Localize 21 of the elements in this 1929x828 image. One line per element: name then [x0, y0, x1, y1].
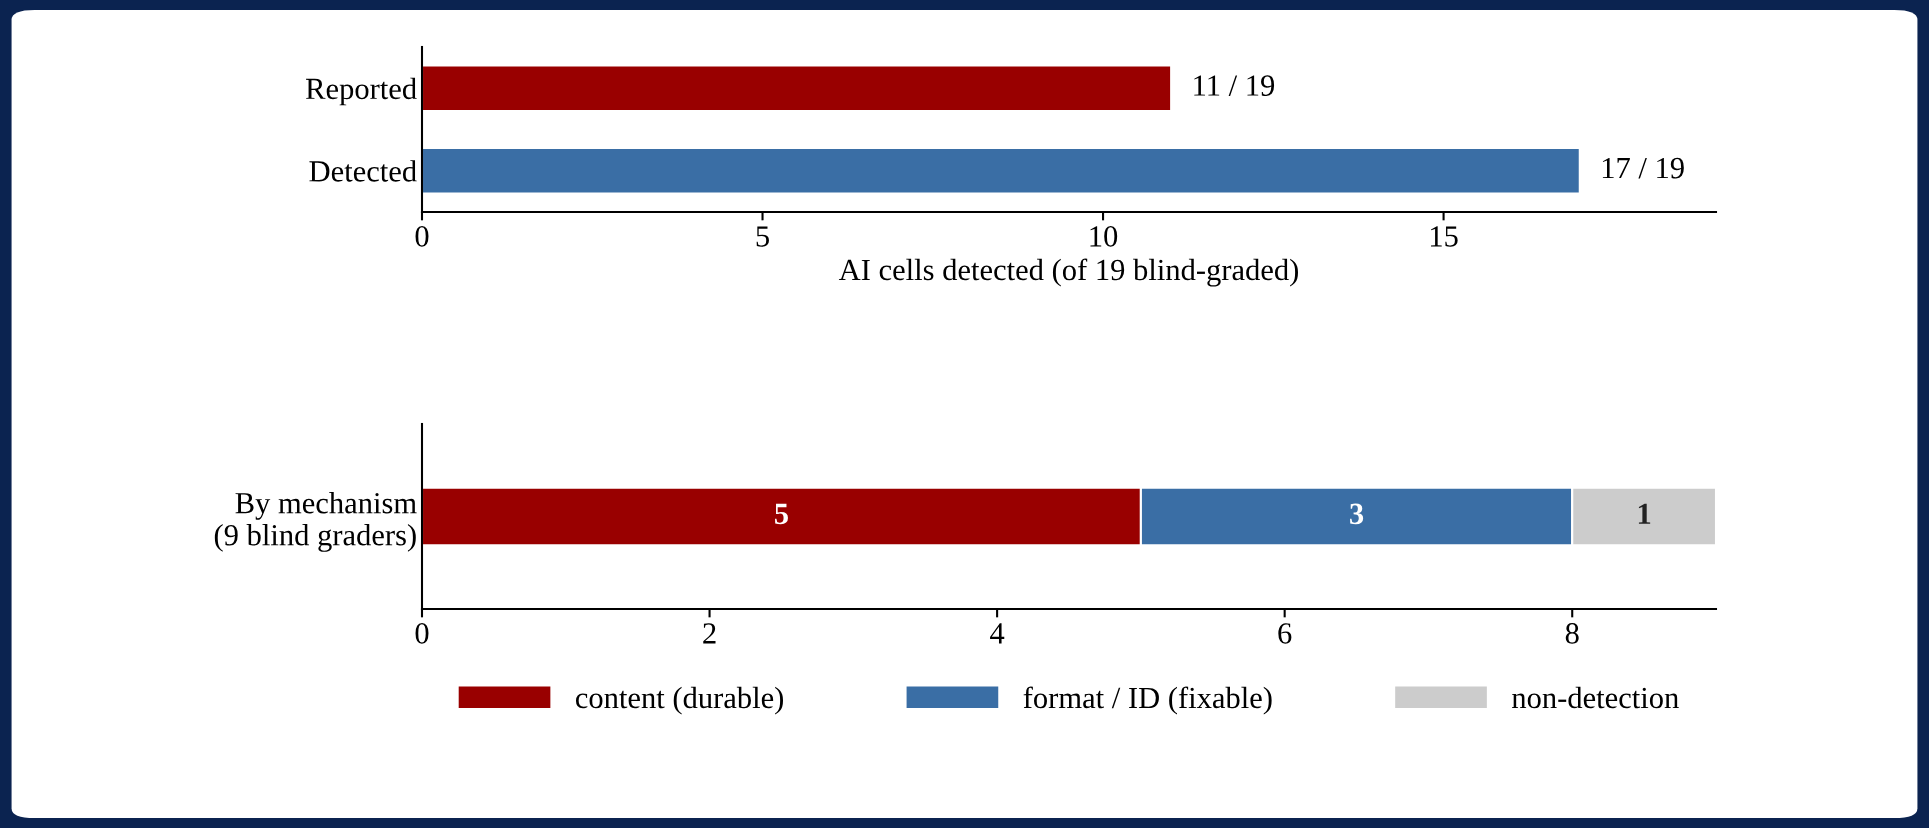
x-tick-label: 5	[756, 226, 769, 247]
data-label: 1	[1638, 503, 1651, 524]
x-tick-label: 15	[1430, 226, 1458, 247]
legend-label: content (durable)	[575, 686, 784, 715]
y-tick-label: Reported	[306, 77, 417, 106]
y-tick-label: Detected	[309, 160, 417, 182]
data-label: 5	[775, 503, 788, 525]
legend-label: non-detection	[1512, 686, 1679, 709]
x-tick-label: 2	[703, 623, 716, 644]
x-axis-title: AI cells detected (of 19 blind-graded)	[838, 258, 1298, 287]
x-tick-label: 4	[990, 623, 1005, 644]
y-tick-label: By mechanism (9 blind graders)	[214, 492, 417, 552]
data-label: 17 / 19	[1602, 157, 1684, 179]
data-label: 11 / 19	[1194, 75, 1275, 96]
legend-label: format / ID (fixable)	[1023, 686, 1272, 715]
x-tick-label: 10	[1090, 226, 1118, 247]
x-tick-label: 0	[415, 226, 429, 247]
x-tick-label: 6	[1278, 623, 1292, 644]
x-tick-label: 8	[1565, 623, 1579, 644]
data-label: 3	[1350, 503, 1364, 525]
x-tick-label: 0	[415, 623, 429, 644]
